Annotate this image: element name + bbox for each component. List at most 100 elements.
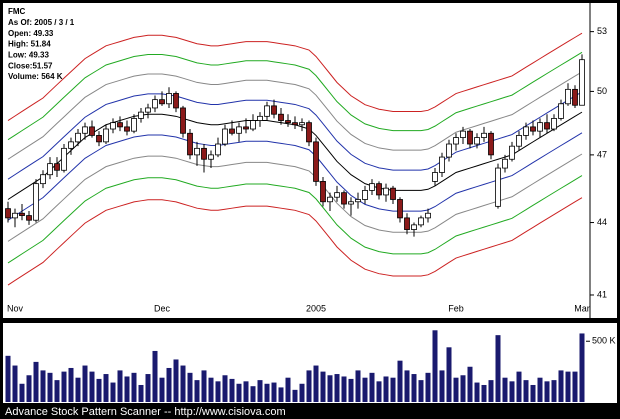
volume-bar <box>544 381 550 402</box>
volume-bar <box>537 377 543 402</box>
band-line <box>7 91 583 180</box>
info-line: Open: 49.33 <box>8 29 54 38</box>
volume-bar <box>516 371 522 402</box>
volume-bar <box>362 377 368 402</box>
candle-body <box>180 107 186 134</box>
volume-bar <box>467 366 473 402</box>
volume-bar <box>96 378 102 402</box>
candle-body <box>54 163 60 171</box>
volume-bar <box>208 377 214 402</box>
chart-title: FMC <box>8 7 26 16</box>
candle-body <box>418 217 424 226</box>
candle-body <box>516 135 522 147</box>
volume-bar <box>250 386 256 402</box>
info-line: Close:51.57 <box>8 61 53 70</box>
volume-bar <box>292 389 298 402</box>
volume-bar <box>530 384 536 402</box>
candle-body <box>453 137 459 145</box>
candle-body <box>495 167 501 207</box>
volume-bar <box>278 387 284 402</box>
candle-body <box>131 118 137 132</box>
volume-bar <box>103 374 109 402</box>
candle-body <box>537 122 543 132</box>
volume-bar <box>432 330 438 402</box>
candle-body <box>411 224 417 230</box>
y-tick-label: 50 <box>597 86 607 96</box>
volume-bar <box>152 350 158 402</box>
candle-body <box>523 126 529 136</box>
candle-body <box>362 190 368 200</box>
candle-body <box>264 105 270 117</box>
volume-bar <box>131 372 137 402</box>
volume-bar <box>495 335 501 402</box>
volume-bar <box>558 370 564 402</box>
candle-body <box>47 163 53 176</box>
volume-bar <box>264 383 270 402</box>
candle-body <box>103 128 109 143</box>
y-tick-label: 44 <box>597 217 607 227</box>
candle-body <box>124 126 130 132</box>
volume-bar <box>565 371 571 402</box>
volume-bar <box>117 370 123 402</box>
candle-body <box>278 113 284 121</box>
volume-bar <box>5 355 11 402</box>
volume-bar <box>19 383 25 402</box>
candle-body <box>166 93 172 105</box>
candle-body <box>439 156 445 173</box>
x-tick-label: 2005 <box>306 303 326 313</box>
candle-body <box>481 132 487 138</box>
candle-body <box>397 199 403 219</box>
volume-bar <box>124 376 130 402</box>
volume-bar <box>313 365 319 402</box>
volume-bar <box>61 371 67 402</box>
volume-bar <box>229 378 235 402</box>
candle-body <box>215 143 221 156</box>
volume-bar <box>320 371 326 402</box>
volume-bar <box>341 376 347 402</box>
volume-bar <box>572 371 578 402</box>
candle-body <box>159 99 165 105</box>
volume-bar <box>411 374 417 402</box>
y-tick-label: 47 <box>597 149 607 159</box>
candle-body <box>40 174 46 185</box>
candle-body <box>425 212 431 219</box>
candle-body <box>33 183 39 221</box>
volume-bar <box>180 365 186 402</box>
candle-body <box>474 137 480 145</box>
candle-body <box>551 118 557 130</box>
candle-body <box>530 126 536 132</box>
candle-body <box>488 132 494 156</box>
volume-bar <box>488 380 494 402</box>
volume-bar <box>82 365 88 402</box>
candle-body <box>502 158 508 169</box>
volume-bar <box>215 381 221 402</box>
volume-bar <box>523 380 529 402</box>
volume-bar <box>222 375 228 402</box>
candle-body <box>110 122 116 130</box>
volume-bar <box>159 377 165 402</box>
band-line <box>7 175 583 264</box>
y-tick-label: 53 <box>597 26 607 36</box>
candle-body <box>579 59 585 106</box>
band-line <box>7 32 583 121</box>
candle-body <box>75 132 81 143</box>
candle-body <box>572 88 578 106</box>
candle-body <box>446 143 452 158</box>
candle-body <box>404 217 410 230</box>
volume-bar <box>110 382 116 402</box>
candle-body <box>236 126 242 134</box>
candle-body <box>117 122 123 128</box>
candle-body <box>5 208 11 219</box>
volume-bar <box>418 380 424 402</box>
volume-bar <box>145 374 151 402</box>
candle-body <box>467 130 473 145</box>
x-tick-label: Feb <box>448 303 464 313</box>
candle-body <box>96 135 102 143</box>
candle-body <box>544 122 550 130</box>
volume-bar <box>12 365 18 402</box>
x-tick-label: Dec <box>154 303 171 313</box>
volume-bar <box>397 360 403 402</box>
volume-bar <box>404 370 410 402</box>
price-panel <box>3 3 617 318</box>
volume-bar <box>75 377 81 402</box>
